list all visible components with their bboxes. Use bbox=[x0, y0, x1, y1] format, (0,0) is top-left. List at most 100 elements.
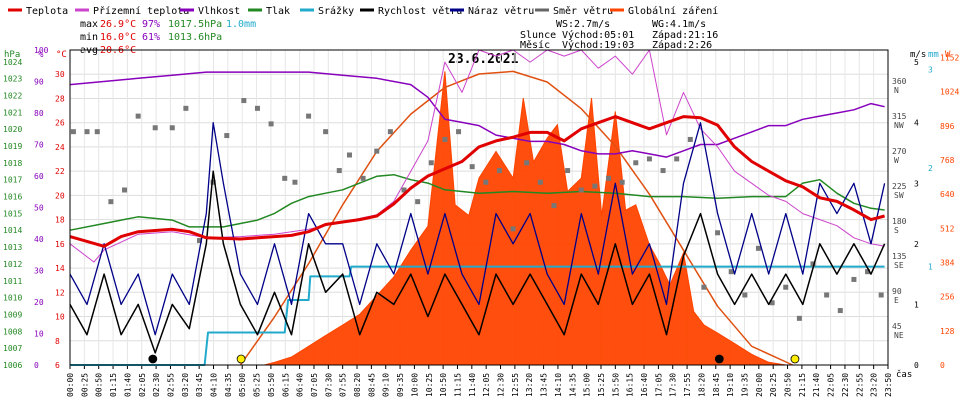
stats-max-press: 1017.5hPa bbox=[168, 19, 222, 30]
c-tick-label: 24 bbox=[55, 143, 65, 152]
x-tick-label: 10:00 bbox=[410, 373, 419, 397]
wind-direction-point bbox=[715, 230, 721, 236]
wind-direction-point bbox=[755, 245, 761, 251]
wind-direction-point bbox=[135, 113, 141, 119]
x-tick-label: 10:50 bbox=[439, 373, 448, 397]
wind-direction-point bbox=[360, 175, 366, 181]
wind-direction-point bbox=[282, 175, 288, 181]
wind-direction-point bbox=[851, 276, 857, 282]
x-tick-label: 14:10 bbox=[554, 373, 563, 397]
x-tick-label: 18:20 bbox=[697, 373, 706, 397]
c-tick-label: 22 bbox=[55, 167, 65, 176]
wind-direction-point bbox=[306, 113, 312, 119]
c-tick-label: 28 bbox=[55, 94, 65, 103]
wind-direction-point bbox=[401, 187, 407, 193]
x-tick-label: 02:55 bbox=[166, 373, 175, 397]
legend: Teplota Přízemní teplota Vlhkost Tlak Srážky… bbox=[8, 5, 718, 17]
wind-direction-point bbox=[169, 125, 175, 131]
w-tick-label: 384 bbox=[940, 258, 955, 267]
wind-direction-point bbox=[524, 160, 530, 166]
x-tick-label: 07:05 bbox=[310, 373, 319, 397]
wind-direction-point bbox=[346, 152, 352, 158]
dir-tick-label: 315 bbox=[892, 112, 907, 121]
ms-tick-label: 2 bbox=[914, 240, 919, 249]
marker-sunset bbox=[790, 354, 800, 364]
x-tick-label: 15:25 bbox=[597, 373, 606, 397]
x-tick-label: 12:30 bbox=[497, 373, 506, 397]
stats-rain: 1.0mm bbox=[226, 19, 256, 30]
wind-direction-point bbox=[152, 125, 158, 131]
x-tick-label: 12:05 bbox=[482, 373, 491, 397]
marker-sunrise bbox=[236, 354, 246, 364]
x-tick-label: 18:45 bbox=[712, 373, 721, 397]
wind-direction-point bbox=[633, 160, 639, 166]
wind-direction-point bbox=[224, 133, 230, 139]
x-tick-label: 21:40 bbox=[812, 373, 821, 397]
w-tick-label: 256 bbox=[940, 293, 955, 302]
hpa-tick-label: 1007 bbox=[3, 344, 22, 353]
wind-direction-point bbox=[646, 156, 652, 162]
wind-direction-point bbox=[701, 284, 707, 290]
wind-direction-point bbox=[387, 129, 393, 135]
dir-tick-label: 135 bbox=[892, 252, 907, 261]
legend-label-7: Směr větru bbox=[553, 5, 613, 17]
legend-label-5: Rychlost větru bbox=[378, 5, 462, 17]
x-tick-label: 00:25 bbox=[80, 373, 89, 397]
hpa-tick-label: 1008 bbox=[3, 327, 22, 336]
ms-tick-label: 0 bbox=[914, 361, 919, 370]
pct-unit: % bbox=[38, 50, 44, 60]
wind-direction-point bbox=[469, 164, 475, 170]
x-tick-label: 19:10 bbox=[726, 373, 735, 397]
left-axes: 1024102310221021102010191018101710161015… bbox=[3, 46, 65, 370]
x-tick-label: 07:55 bbox=[339, 373, 348, 397]
wind-direction-point bbox=[210, 179, 216, 185]
wind-direction-point bbox=[619, 179, 625, 185]
wind-direction-point bbox=[442, 136, 448, 142]
w-tick-label: 1152 bbox=[940, 53, 959, 62]
moon-label: Měsíc bbox=[520, 39, 550, 51]
wind-direction-point bbox=[70, 129, 76, 135]
x-tick-label: 23:20 bbox=[870, 373, 879, 397]
pct-tick-label: 30 bbox=[34, 267, 44, 276]
pct-tick-label: 20 bbox=[34, 298, 44, 307]
wind-direction-point bbox=[456, 129, 462, 135]
x-tick-label: 23:50 bbox=[884, 373, 893, 397]
x-tick-label: 06:40 bbox=[296, 373, 305, 397]
pct-tick-label: 0 bbox=[34, 361, 39, 370]
dir-tick-label: 225 bbox=[892, 182, 907, 191]
wind-direction-point bbox=[769, 300, 775, 306]
x-tick-label: 20:50 bbox=[784, 373, 793, 397]
hpa-tick-label: 1021 bbox=[3, 108, 22, 117]
wind-direction-point bbox=[878, 292, 884, 298]
wind-direction-point bbox=[592, 183, 598, 189]
hpa-tick-label: 1024 bbox=[3, 58, 22, 67]
stats-max-hum: 97% bbox=[142, 19, 160, 30]
x-tick-label: 21:15 bbox=[798, 373, 807, 397]
hpa-tick-label: 1015 bbox=[3, 209, 22, 218]
w-tick-label: 512 bbox=[940, 224, 955, 233]
hpa-tick-label: 1006 bbox=[3, 361, 22, 370]
sunset-text: Západ:21:16 bbox=[652, 29, 718, 41]
pct-tick-label: 40 bbox=[34, 235, 44, 244]
x-tick-label: 11:40 bbox=[468, 373, 477, 397]
dir-tick-label: 90 bbox=[892, 287, 902, 296]
x-tick-label: 10:25 bbox=[425, 373, 434, 397]
stats-min-hum: 61% bbox=[142, 32, 160, 43]
wind-direction-point bbox=[537, 179, 543, 185]
pct-tick-label: 10 bbox=[34, 330, 44, 339]
hpa-tick-label: 1012 bbox=[3, 260, 22, 269]
wind-direction-point bbox=[674, 156, 680, 162]
x-tick-label: 20:25 bbox=[769, 373, 778, 397]
legend-label-1: Přízemní teplota bbox=[93, 5, 189, 17]
wind-direction-point bbox=[197, 238, 203, 244]
wind-direction-point bbox=[824, 292, 830, 298]
astro-info: WS:2.7m/s WG:4.1m/s Slunce Východ:05:01 … bbox=[520, 19, 718, 51]
ms-tick-label: 3 bbox=[914, 179, 919, 188]
w-tick-label: 640 bbox=[940, 190, 955, 199]
w-tick-label: 0 bbox=[940, 361, 945, 370]
w-tick-label: 128 bbox=[940, 327, 955, 336]
hpa-tick-label: 1010 bbox=[3, 294, 22, 303]
c-tick-label: 30 bbox=[55, 70, 65, 79]
stats-max-temp: 26.9°C bbox=[100, 19, 136, 30]
ms-tick-label: 1 bbox=[914, 300, 919, 309]
